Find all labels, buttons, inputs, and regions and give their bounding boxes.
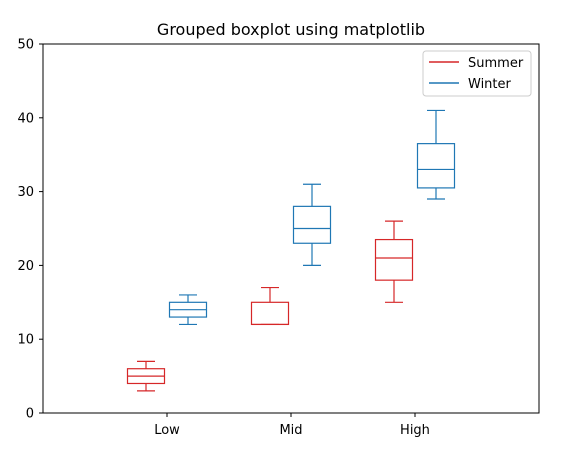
box-body xyxy=(416,143,456,189)
x-tick-label: Mid xyxy=(279,423,302,438)
x-tick-label: Low xyxy=(154,423,180,438)
y-tick-label: 40 xyxy=(17,111,34,126)
y-tick-label: 30 xyxy=(17,185,34,200)
box-body xyxy=(374,238,414,281)
y-tick-label: 50 xyxy=(17,38,34,53)
box-summer-high xyxy=(374,220,414,303)
legend-label-summer: Summer xyxy=(468,56,524,71)
box-summer-low xyxy=(126,360,166,392)
y-tick-label: 20 xyxy=(17,259,34,274)
box-winter-mid xyxy=(292,183,332,266)
box-summer-mid xyxy=(250,286,290,326)
box-winter-low xyxy=(168,294,208,326)
legend: Summer Winter xyxy=(422,50,532,97)
y-tick-label: 0 xyxy=(26,407,34,422)
chart-title: Grouped boxplot using matplotlib xyxy=(157,20,425,39)
box-winter-high xyxy=(416,109,456,200)
x-tick-label: High xyxy=(400,423,430,438)
legend-label-winter: Winter xyxy=(468,77,512,92)
y-tick-label: 10 xyxy=(17,333,34,348)
box-body xyxy=(292,205,332,244)
plot-area xyxy=(126,109,456,392)
axes: 0 10 20 30 40 50 Low Mid High xyxy=(17,38,540,438)
